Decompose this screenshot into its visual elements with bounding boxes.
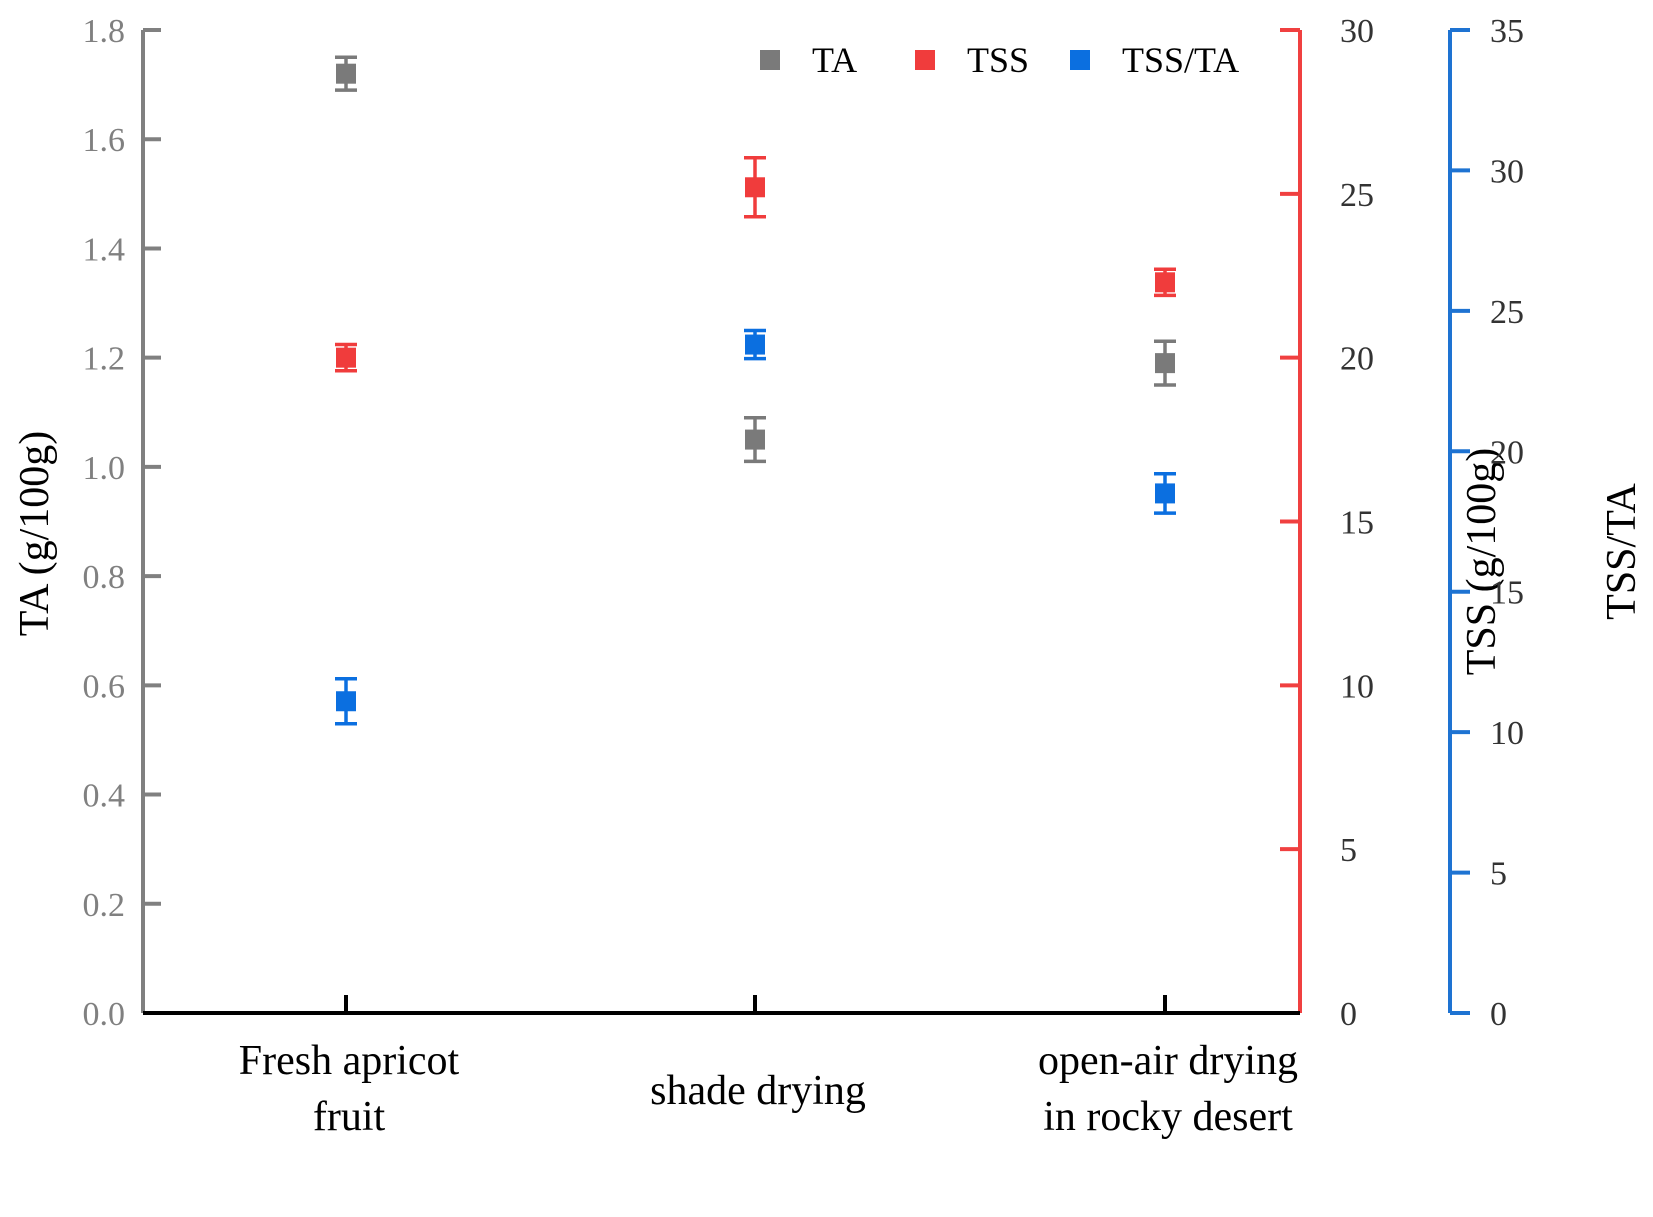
left-axis-tick-label: 1.8 [83,13,126,50]
category-label-line: fruit [313,1094,386,1140]
tss-axis-tick-label: 10 [1340,668,1374,705]
ta-point [1155,353,1175,374]
ratio-axis-tick-label: 10 [1490,715,1524,752]
ratio-axis-tick-label: 25 [1490,294,1524,331]
tss-axis-tick-label: 5 [1340,832,1357,869]
category-label-line: in rocky desert [1043,1094,1293,1140]
category-label-line: shade drying [650,1068,866,1114]
ratio-axis-tick-label: 0 [1490,996,1507,1033]
tss-axis-tick-label: 20 [1340,341,1374,378]
tss-axis-tick-label: 0 [1340,996,1357,1033]
ratio-axis-tick-label: 5 [1490,856,1507,893]
ratio-axis-title: TSS/TA [1599,483,1645,620]
marks-layer [335,55,1176,726]
legend-marker-tss [915,50,935,70]
tss-axis-tick-label: 30 [1340,13,1374,50]
ratio-axis-tick-label: 35 [1490,13,1524,50]
left-axis-tick-label: 1.0 [83,450,126,487]
legend-label-tss: TSS [967,40,1029,80]
left-axis-tick-label: 1.2 [83,341,126,378]
tss-axis-tick-label: 15 [1340,505,1374,542]
ratio-axis-tick-label: 20 [1490,434,1524,471]
category-label: Fresh apricot fruit [239,1038,460,1140]
tss-axis-title: TSS (g/100g) [1459,448,1505,676]
category-label: shade drying [650,1068,866,1114]
ta-point [745,429,765,450]
left-axis-tick-label: 0.2 [83,887,126,924]
tss-ta-point [745,334,765,355]
left-axis-tick-label: 0.6 [83,668,126,705]
left-axis-tick-label: 1.4 [83,231,126,268]
ratio-axis-tick-label: 30 [1490,153,1524,190]
legend-marker-ta [760,50,780,70]
category-label-line: Fresh apricot [239,1038,460,1084]
legend-marker-tss-ta [1070,50,1090,70]
axes-layer: 0.0 0.2 0.4 0.6 0.8 1.0 1.2 1.4 1.6 1.8 TA (g/100g… [12,13,1645,1140]
category-label-line: open-air drying [1038,1038,1298,1084]
legend: TA TSS TSS/TA [760,40,1239,80]
legend-label-tss-ta: TSS/TA [1122,40,1239,80]
left-axis-tick-label: 1.6 [83,122,126,159]
legend-label-ta: TA [812,40,857,80]
tss-axis-tick-label: 25 [1340,177,1374,214]
tss-ta-point [336,691,356,712]
left-axis-title: TA (g/100g) [12,431,58,636]
tss-point [1155,272,1175,293]
left-axis-tick-label: 0.4 [83,778,126,815]
tss-ta-point [1155,483,1175,504]
left-axis-tick-label: 0.8 [83,559,126,596]
ratio-axis-tick-label: 15 [1490,575,1524,612]
left-axis-tick-label: 0.0 [83,996,126,1033]
ta-point [336,63,356,84]
tss-point [745,177,765,198]
tss-point [336,347,356,368]
category-label: open-air drying in rocky desert [1038,1038,1298,1140]
